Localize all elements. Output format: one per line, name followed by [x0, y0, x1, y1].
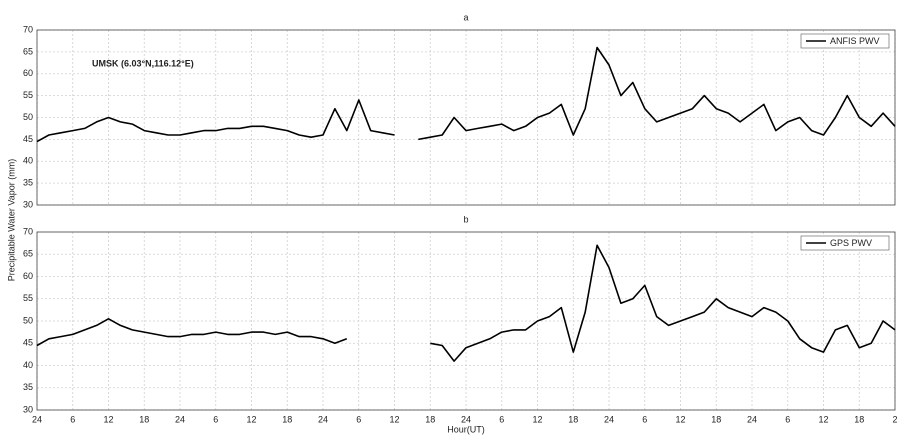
x-tick-label: 6 — [785, 414, 790, 424]
legend-label: ANFIS PWV — [830, 36, 880, 46]
y-tick-label: 70 — [23, 226, 33, 236]
y-tick-label: 65 — [23, 46, 33, 56]
x-tick-label: 12 — [389, 414, 399, 424]
y-axis-label: Precipitable Water Vapor (mm) — [6, 159, 16, 282]
x-tick-label: 24 — [32, 414, 42, 424]
x-tick-label: 6 — [213, 414, 218, 424]
y-tick-label: 65 — [23, 249, 33, 259]
x-tick-label: 12 — [103, 414, 113, 424]
x-tick-label: 24 — [175, 414, 185, 424]
y-tick-label: 70 — [23, 24, 33, 34]
x-tick-label: 2 — [892, 414, 897, 424]
y-tick-label: 60 — [23, 68, 33, 78]
x-tick-label: 24 — [461, 414, 471, 424]
panel-title: a — [463, 12, 468, 22]
y-tick-label: 45 — [23, 338, 33, 348]
x-tick-label: 6 — [70, 414, 75, 424]
y-tick-label: 35 — [23, 178, 33, 188]
x-tick-label: 6 — [356, 414, 361, 424]
x-tick-label: 24 — [604, 414, 614, 424]
legend-box — [800, 33, 890, 49]
data-line — [36, 46, 896, 143]
y-tick-label: 40 — [23, 360, 33, 370]
annotation: UMSK (6.03°N,116.12°E) — [92, 58, 194, 68]
legend-label: GPS PWV — [830, 238, 872, 248]
y-tick-label: 30 — [23, 404, 33, 414]
x-tick-label: 12 — [675, 414, 685, 424]
x-tick-label: 12 — [532, 414, 542, 424]
x-tick-label: 6 — [642, 414, 647, 424]
y-tick-label: 40 — [23, 156, 33, 166]
x-tick-label: 18 — [568, 414, 578, 424]
x-tick-label: 24 — [747, 414, 757, 424]
x-tick-label: 6 — [499, 414, 504, 424]
x-tick-label: 24 — [318, 414, 328, 424]
y-tick-label: 55 — [23, 90, 33, 100]
y-tick-label: 50 — [23, 112, 33, 122]
y-tick-label: 45 — [23, 134, 33, 144]
x-tick-label: 18 — [282, 414, 292, 424]
y-tick-label: 55 — [23, 293, 33, 303]
x-tick-label: 18 — [711, 414, 721, 424]
panel-title: b — [463, 214, 468, 224]
axes-box — [36, 29, 896, 206]
y-tick-label: 60 — [23, 271, 33, 281]
data-line — [36, 244, 896, 362]
legend-box — [800, 235, 890, 251]
x-tick-label: 12 — [246, 414, 256, 424]
y-tick-label: 50 — [23, 315, 33, 325]
x-tick-label: 18 — [425, 414, 435, 424]
x-tick-label: 18 — [139, 414, 149, 424]
x-tick-label: 18 — [854, 414, 864, 424]
y-tick-label: 30 — [23, 199, 33, 209]
x-axis-label: Hour(UT) — [447, 424, 485, 434]
axes-box — [36, 231, 896, 411]
x-tick-label: 12 — [818, 414, 828, 424]
y-tick-label: 35 — [23, 382, 33, 392]
